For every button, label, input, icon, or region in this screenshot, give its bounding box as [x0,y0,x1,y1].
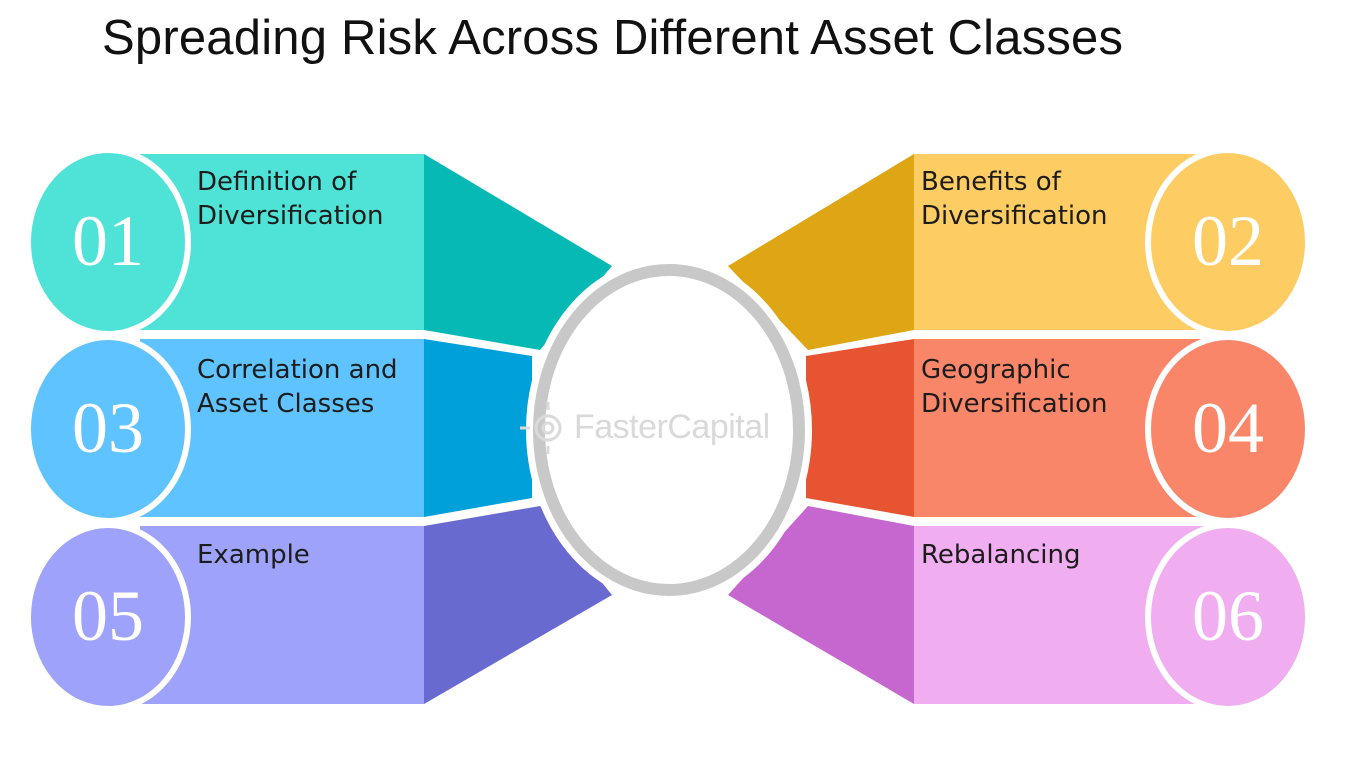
number-05: 05 [72,576,144,656]
circle-05 [25,522,191,712]
circle-03 [25,334,191,524]
wedge-03 [424,339,532,517]
wedge-04 [806,339,914,517]
label-02: Benefits of Diversification [921,167,1108,231]
band-06 [914,526,1210,704]
label-04: Geographic Diversification [921,355,1108,419]
label-01: Definition of Diversification [197,167,384,231]
circle-06 [1145,522,1311,712]
label-03: Correlation and Asset Classes [197,355,398,419]
wedge-06 [728,506,914,704]
watermark-text: FasterCapital [574,408,770,446]
band-04 [914,339,1210,517]
label-06: Rebalancing [921,540,1081,570]
number-04: 04 [1192,388,1264,468]
number-02: 02 [1192,201,1264,281]
band-01 [140,154,424,330]
band-03 [140,339,424,517]
band-02 [914,154,1210,330]
number-06: 06 [1192,576,1264,656]
center-ring-stroke [533,264,805,596]
wedge-01 [424,154,612,350]
wedge-02 [728,154,914,350]
page-title: Spreading Risk Across Different Asset Cl… [102,11,1124,65]
wedge-05 [424,506,612,704]
watermark-gear-icon [520,402,562,454]
number-03: 03 [72,388,144,468]
label-05: Example [197,540,310,570]
circle-04 [1145,334,1311,524]
band-05 [140,526,424,704]
number-01: 01 [72,201,144,281]
